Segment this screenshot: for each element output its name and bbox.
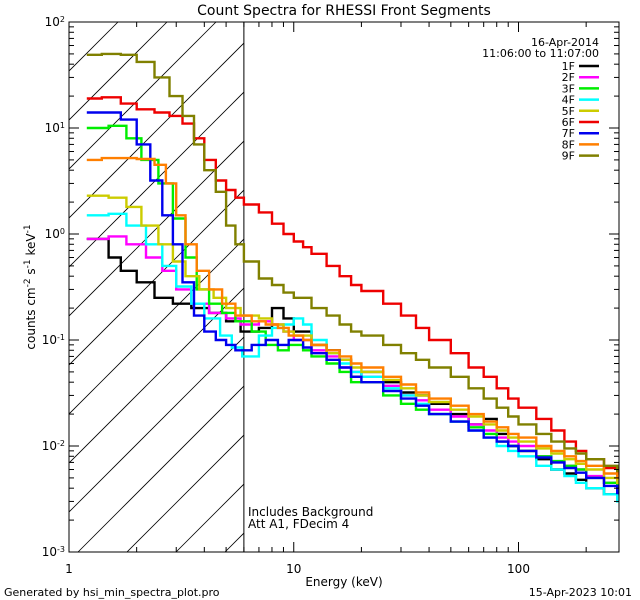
hatch-line <box>126 434 244 552</box>
hatch-line <box>69 287 244 464</box>
hatch-line <box>69 22 119 72</box>
y-axis-label-exp2: -1 <box>23 259 33 268</box>
footer-timestamp: 15-Apr-2023 10:01 <box>529 586 632 599</box>
legend-label-1f: 1F <box>562 60 575 73</box>
footer-generated-by: Generated by hsi_min_spectra_plot.pro <box>4 586 220 599</box>
y-tick-label: 101 <box>45 121 65 136</box>
hatch-line <box>372 22 640 552</box>
hatch-line <box>69 189 244 366</box>
chart-title: Count Spectra for RHESSI Front Segments <box>197 3 491 19</box>
time-label: 11:06:00 to 11:07:00 <box>482 47 599 60</box>
hatch-line <box>69 42 244 219</box>
y-tick-label: 10-1 <box>42 333 65 348</box>
series-line-5f <box>86 194 619 484</box>
date-label: 16-Apr-2014 <box>531 36 599 49</box>
series-line-8f <box>86 156 619 480</box>
hatch-line <box>617 22 640 552</box>
series-line-9f <box>86 52 619 473</box>
x-axis-label: Energy (keV) <box>305 575 382 589</box>
hatch-line <box>69 22 217 170</box>
series-line-7f <box>86 111 619 495</box>
x-tick-label: 1 <box>65 562 73 576</box>
series-group <box>86 52 619 503</box>
x-tick-label: 10 <box>286 562 301 576</box>
y-axis-label-main: counts cm <box>24 287 38 349</box>
hatch-line <box>69 22 70 23</box>
y-axis-label-end: keV <box>24 233 38 260</box>
hatch-line <box>323 22 640 552</box>
legend-label-2f: 2F <box>562 71 575 84</box>
hatch-line <box>77 385 244 552</box>
x-tick-label: 100 <box>507 562 530 576</box>
y-tick-label: 10-2 <box>42 439 65 454</box>
plot-frame <box>68 21 620 553</box>
y-axis-label-exp1: -2 <box>23 278 33 287</box>
legend-label-3f: 3F <box>562 82 575 95</box>
hatch-line <box>69 22 168 121</box>
legend-label-8f: 8F <box>562 138 575 151</box>
legend-label-4f: 4F <box>562 94 575 107</box>
series-line-6f <box>86 96 619 475</box>
annotation-background: Includes Background <box>248 505 373 519</box>
hatch-line <box>69 336 244 513</box>
legend-label-6f: 6F <box>562 116 575 129</box>
legend-label-5f: 5F <box>562 105 575 118</box>
legend-label-7f: 7F <box>562 127 575 140</box>
hatched-region <box>69 22 640 552</box>
y-axis-label-mid: s <box>24 268 38 278</box>
hatch-line <box>69 91 244 268</box>
y-tick-label: 10-3 <box>42 545 65 560</box>
y-tick-label: 100 <box>45 227 65 242</box>
y-axis: 10-3 10-2 10-1 100 101 102 <box>42 15 619 560</box>
y-axis-label-exp3: -1 <box>23 224 33 233</box>
legend-label-9f: 9F <box>562 150 575 163</box>
y-axis-label: counts cm-2 s-1 keV-1 <box>23 224 38 349</box>
hatch-line <box>69 140 244 317</box>
annotation-attenuator: Att A1, FDecim 4 <box>248 517 349 531</box>
y-tick-label: 102 <box>45 15 65 30</box>
x-axis: 1 10 100 <box>65 22 587 576</box>
